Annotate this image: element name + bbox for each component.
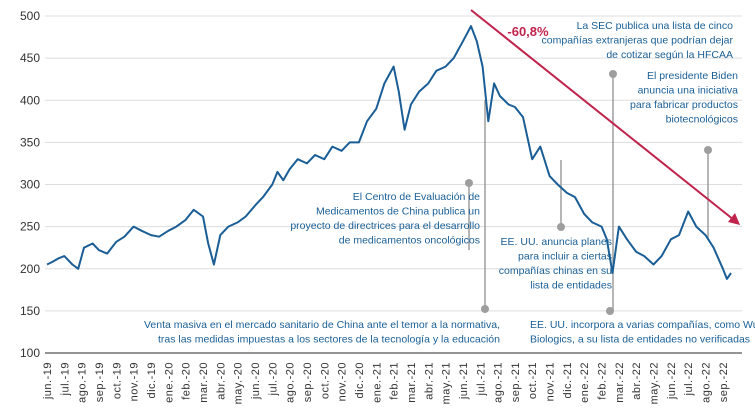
trend-label: -60,8% <box>507 24 549 39</box>
x-tick-label: jun.-22 <box>666 362 678 400</box>
x-tick-label: ene.-22 <box>579 362 591 403</box>
y-tick-label: 450 <box>20 51 40 65</box>
annotation-marker <box>557 223 565 231</box>
annotation-text: de medicamentos oncológicos <box>339 235 480 247</box>
x-tick-label: mar.-22 <box>614 362 626 403</box>
x-tick-label: sep.-20 <box>302 362 314 402</box>
x-tick-label: ene.-20 <box>163 362 175 403</box>
x-tick-label: jun.-20 <box>250 362 262 400</box>
x-tick-label: ago.-19 <box>77 362 89 403</box>
y-tick-label: 150 <box>20 304 40 318</box>
annotation-text: La SEC publica una lista de cinco <box>577 20 734 32</box>
x-tick-label: sep.-19 <box>94 362 106 402</box>
x-tick-label: jul.-21 <box>475 362 487 396</box>
x-tick-label: oct.-20 <box>319 362 331 399</box>
x-tick-label: nov.-19 <box>129 362 141 401</box>
x-tick-label: feb.-21 <box>389 362 401 400</box>
x-tick-label: abr.-22 <box>631 362 643 400</box>
annotation-text: proyecto de directrices para el desarrol… <box>290 220 480 232</box>
y-tick-label: 400 <box>20 93 40 107</box>
x-tick-label: ago.-21 <box>493 362 505 403</box>
x-tick-label: jul.-20 <box>267 362 279 396</box>
x-tick-label: dic.-21 <box>562 362 574 399</box>
annotation-text: El presidente Biden <box>647 70 738 82</box>
annotation-text: compañías extranjeras que podrían dejar <box>542 35 734 47</box>
x-tick-label: oct.-21 <box>527 362 539 399</box>
x-tick-label: oct.-19 <box>111 362 123 399</box>
trend-arrow <box>470 9 735 221</box>
x-tick-label: ago.-22 <box>701 362 713 403</box>
x-tick-label: nov.-20 <box>337 362 349 401</box>
annotation-marker <box>609 70 617 78</box>
annotation-text: Biologics, a su lista de entidades no ve… <box>530 334 750 346</box>
y-tick-label: 250 <box>20 220 40 234</box>
annotation-text: lista de entidades <box>530 280 612 292</box>
x-tick-label: feb.-20 <box>181 362 193 400</box>
trend-arrowhead <box>728 213 740 225</box>
annotation-text: Medicamentos de China publica un <box>316 206 480 218</box>
x-tick-label: ene.-21 <box>371 362 383 403</box>
annotation-text: anuncia una iniciativa <box>638 85 739 97</box>
x-tick-label: dic.-19 <box>146 362 158 399</box>
x-tick-label: may.-21 <box>441 362 453 404</box>
x-tick-label: mar.-20 <box>198 362 210 403</box>
y-tick-label: 500 <box>20 9 40 23</box>
x-tick-label: abr.-20 <box>215 362 227 400</box>
x-tick-label: may.-22 <box>649 362 661 404</box>
x-tick-label: ago.-20 <box>285 362 297 403</box>
annotation-text: para incluir a ciertas <box>518 251 612 263</box>
annotation-marker <box>704 146 712 154</box>
y-tick-label: 350 <box>20 135 40 149</box>
annotation-text: EE. UU. incorpora a varias compañías, co… <box>530 319 755 331</box>
x-tick-label: nov.-21 <box>545 362 557 401</box>
y-tick-label: 300 <box>20 178 40 192</box>
annotation-marker <box>465 179 473 187</box>
y-tick-label: 200 <box>20 262 40 276</box>
annotation-text: Venta masiva en el mercado sanitario de … <box>144 319 500 331</box>
x-tick-label: mar.-21 <box>406 362 418 403</box>
x-tick-label: sep.-21 <box>510 362 522 402</box>
x-tick-label: may.-20 <box>233 362 245 404</box>
x-tick-label: feb.-22 <box>597 362 609 400</box>
annotation-text: compañías chinas en su <box>499 265 612 277</box>
annotation-text: biotecnológicos <box>666 114 738 126</box>
x-tick-label: jun.-21 <box>458 362 470 400</box>
x-tick-label: jul.-19 <box>59 362 71 396</box>
x-tick-label: jun.-19 <box>42 362 54 400</box>
annotation-marker <box>606 307 614 315</box>
x-tick-label: dic.-20 <box>354 362 366 399</box>
annotation-text: de cotizar según la HFCAA <box>606 49 733 61</box>
x-tick-label: sep.-22 <box>718 362 730 402</box>
price-line <box>46 25 732 280</box>
annotation-text: tras las medidas impuestas a los sectore… <box>158 334 500 346</box>
annotation-marker <box>481 305 489 313</box>
y-tick-label: 100 <box>20 346 40 360</box>
x-tick-label: abr.-21 <box>423 362 435 400</box>
x-tick-label: jul.-22 <box>683 362 695 396</box>
annotation-text: El Centro de Evaluación de <box>353 191 480 203</box>
annotation-text: EE. UU. anuncia planes <box>501 236 612 248</box>
annotation-text: para fabricar productos <box>630 99 738 111</box>
